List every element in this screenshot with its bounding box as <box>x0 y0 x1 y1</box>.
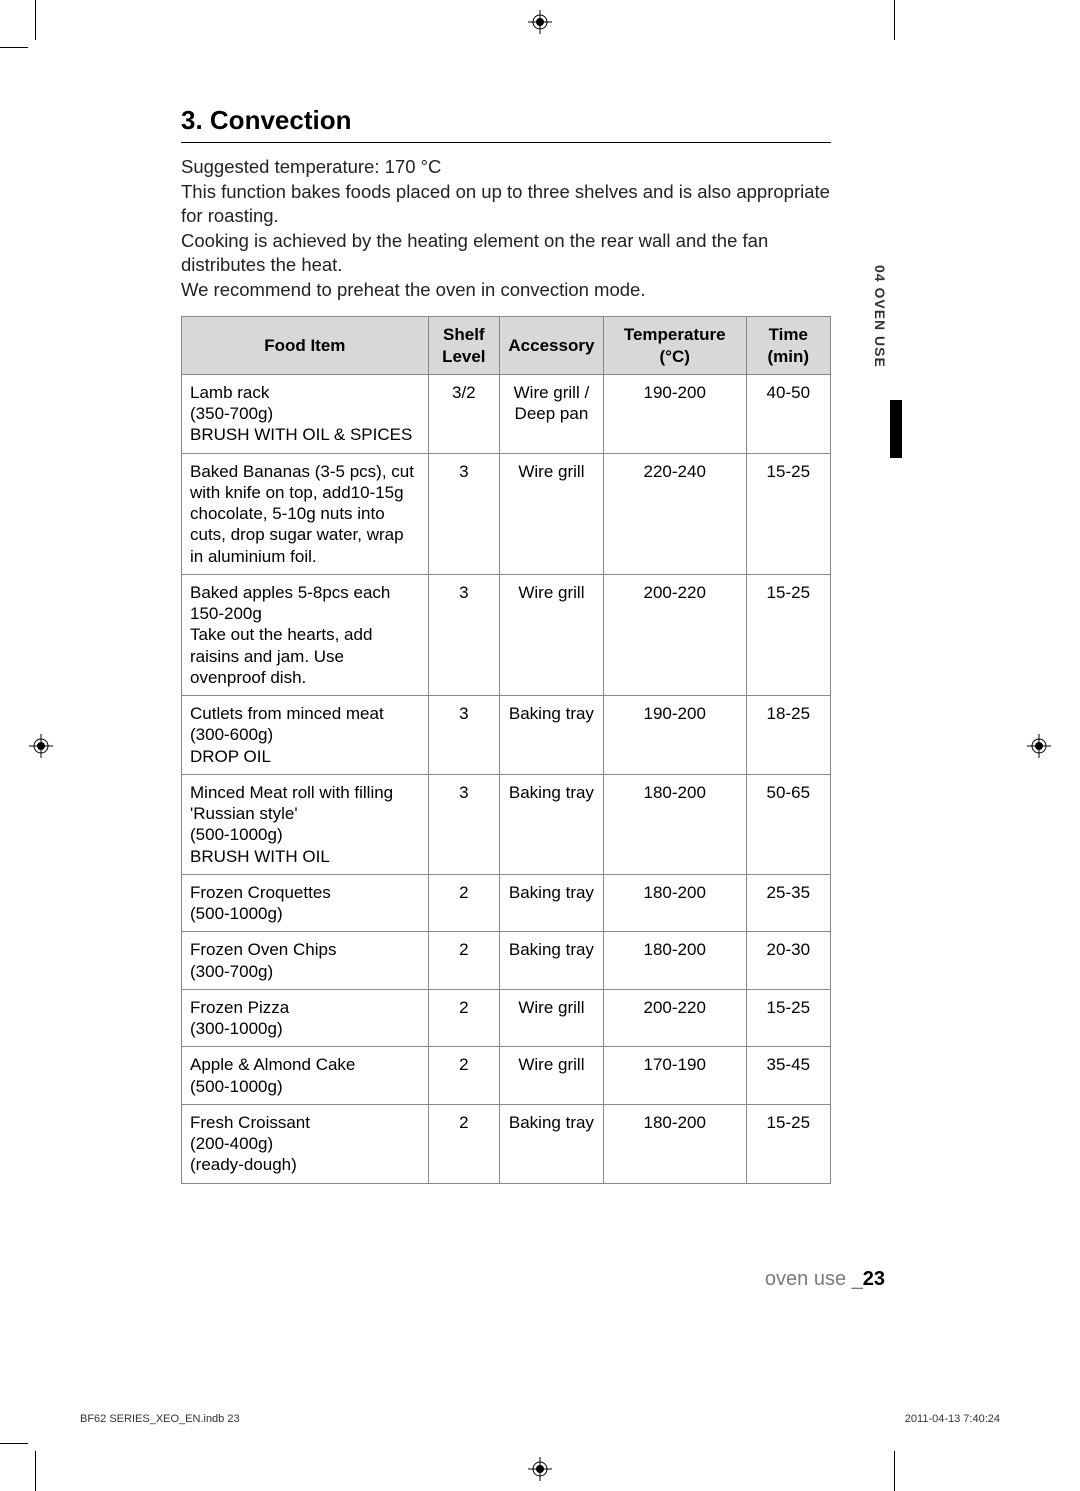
intro-line: Suggested temperature: 170 °C <box>181 155 831 179</box>
table-cell: 15-25 <box>746 1104 830 1183</box>
table-cell: 40-50 <box>746 374 830 453</box>
table-cell: Baking tray <box>500 932 604 990</box>
table-row: Baked Bananas (3-5 pcs), cut with knife … <box>182 453 831 574</box>
table-cell: 200-220 <box>603 574 746 695</box>
table-cell: 15-25 <box>746 574 830 695</box>
table-row: Cutlets from minced meat(300-600g)DROP O… <box>182 696 831 775</box>
table-cell: 2 <box>428 932 499 990</box>
column-header: Time (min) <box>746 317 830 375</box>
table-cell: 180-200 <box>603 774 746 874</box>
running-footer: oven use _23 <box>765 1268 885 1291</box>
food-item-cell: Apple & Almond Cake(500-1000g) <box>182 1047 429 1105</box>
table-row: Baked apples 5-8pcs each 150-200gTake ou… <box>182 574 831 695</box>
registration-mark-icon <box>1027 734 1051 758</box>
intro-line: We recommend to preheat the oven in conv… <box>181 278 831 302</box>
section-heading: 3. Convection <box>181 105 831 143</box>
table-cell: 3/2 <box>428 374 499 453</box>
table-row: Fresh Croissant(200-400g)(ready-dough)2B… <box>182 1104 831 1183</box>
print-slug-file: BF62 SERIES_XEO_EN.indb 23 <box>80 1413 240 1425</box>
table-row: Frozen Croquettes(500-1000g)2Baking tray… <box>182 874 831 932</box>
table-row: Frozen Pizza(300-1000g)2Wire grill200-22… <box>182 989 831 1047</box>
table-cell: 180-200 <box>603 932 746 990</box>
table-cell: 180-200 <box>603 874 746 932</box>
intro-text: Suggested temperature: 170 °C This funct… <box>181 155 831 302</box>
print-slug-timestamp: 2011-04-13 7:40:24 <box>905 1413 1000 1425</box>
table-cell: 2 <box>428 1104 499 1183</box>
food-item-cell: Fresh Croissant(200-400g)(ready-dough) <box>182 1104 429 1183</box>
table-cell: 2 <box>428 874 499 932</box>
table-cell: 25-35 <box>746 874 830 932</box>
food-item-cell: Frozen Croquettes(500-1000g) <box>182 874 429 932</box>
table-cell: 3 <box>428 774 499 874</box>
section-tab-label: 04 OVEN USE <box>870 265 888 395</box>
table-row: Apple & Almond Cake(500-1000g)2Wire gril… <box>182 1047 831 1105</box>
section-tab: 04 OVEN USE <box>870 265 888 585</box>
crop-line <box>0 1443 28 1444</box>
food-item-cell: Baked apples 5-8pcs each 150-200gTake ou… <box>182 574 429 695</box>
column-header: Shelf Level <box>428 317 499 375</box>
table-cell: Baking tray <box>500 774 604 874</box>
table-cell: 2 <box>428 989 499 1047</box>
table-cell: Wire grill / Deep pan <box>500 374 604 453</box>
crop-mark-bottom <box>0 1443 1080 1444</box>
table-cell: 35-45 <box>746 1047 830 1105</box>
table-cell: 170-190 <box>603 1047 746 1105</box>
registration-mark-icon <box>528 10 552 34</box>
table-cell: 180-200 <box>603 1104 746 1183</box>
table-cell: 3 <box>428 696 499 775</box>
table-cell: 20-30 <box>746 932 830 990</box>
food-item-cell: Baked Bananas (3-5 pcs), cut with knife … <box>182 453 429 574</box>
table-row: Minced Meat roll with filling 'Russian s… <box>182 774 831 874</box>
intro-line: Cooking is achieved by the heating eleme… <box>181 229 831 277</box>
table-row: Lamb rack(350-700g)BRUSH WITH OIL & SPIC… <box>182 374 831 453</box>
table-cell: Baking tray <box>500 1104 604 1183</box>
page-number: 23 <box>863 1268 885 1290</box>
table-cell: 2 <box>428 1047 499 1105</box>
table-cell: Wire grill <box>500 1047 604 1105</box>
table-cell: 50-65 <box>746 774 830 874</box>
food-item-cell: Minced Meat roll with filling 'Russian s… <box>182 774 429 874</box>
food-item-cell: Lamb rack(350-700g)BRUSH WITH OIL & SPIC… <box>182 374 429 453</box>
column-header: Accessory <box>500 317 604 375</box>
table-cell: Baking tray <box>500 874 604 932</box>
table-cell: Wire grill <box>500 453 604 574</box>
table-cell: 3 <box>428 453 499 574</box>
crop-mark-top <box>0 47 1080 48</box>
registration-mark-icon <box>528 1457 552 1481</box>
table-row: Frozen Oven Chips(300-700g)2Baking tray1… <box>182 932 831 990</box>
intro-line: This function bakes foods placed on up t… <box>181 180 831 228</box>
table-cell: 190-200 <box>603 696 746 775</box>
food-item-cell: Cutlets from minced meat(300-600g)DROP O… <box>182 696 429 775</box>
column-header: Food Item <box>182 317 429 375</box>
footer-section: oven use _ <box>765 1268 863 1290</box>
crop-line <box>0 47 28 48</box>
table-cell: Wire grill <box>500 574 604 695</box>
table-cell: 220-240 <box>603 453 746 574</box>
convection-table: Food ItemShelf LevelAccessoryTemperature… <box>181 316 831 1183</box>
registration-mark-icon <box>29 734 53 758</box>
table-cell: 3 <box>428 574 499 695</box>
table-cell: 15-25 <box>746 989 830 1047</box>
table-cell: 200-220 <box>603 989 746 1047</box>
table-cell: 190-200 <box>603 374 746 453</box>
table-cell: Wire grill <box>500 989 604 1047</box>
food-item-cell: Frozen Oven Chips(300-700g) <box>182 932 429 990</box>
table-cell: 15-25 <box>746 453 830 574</box>
column-header: Temperature (°C) <box>603 317 746 375</box>
table-cell: Baking tray <box>500 696 604 775</box>
page-content: 3. Convection Suggested temperature: 170… <box>181 105 831 1184</box>
tab-marker <box>890 400 902 458</box>
table-cell: 18-25 <box>746 696 830 775</box>
food-item-cell: Frozen Pizza(300-1000g) <box>182 989 429 1047</box>
